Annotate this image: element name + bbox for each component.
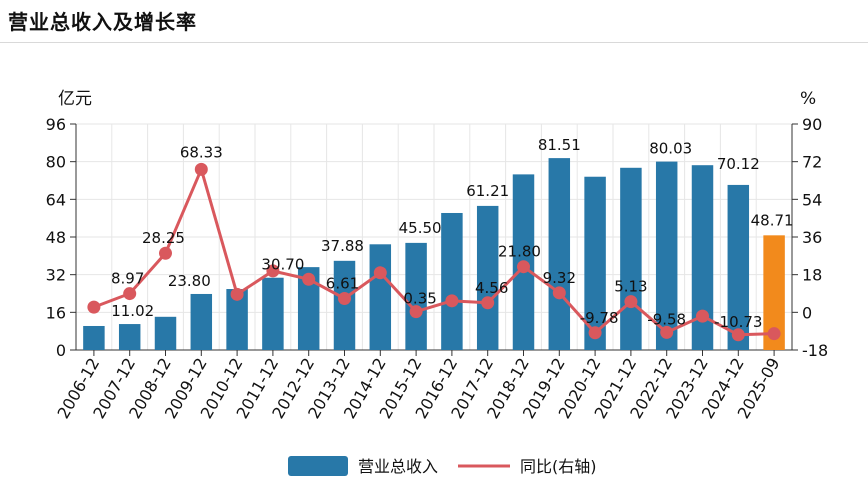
chart-header: 营业总收入及增长率 xyxy=(0,0,868,43)
data-label: 48.71 xyxy=(751,211,794,229)
data-label: 70.12 xyxy=(717,155,760,173)
data-label: 9.32 xyxy=(543,269,576,287)
growth-line xyxy=(93,167,775,337)
data-label: 37.88 xyxy=(321,237,364,255)
data-label: 0.35 xyxy=(403,290,436,308)
growth-point xyxy=(552,286,566,300)
data-label: 61.21 xyxy=(466,182,509,200)
revenue-bar xyxy=(154,316,177,350)
right-axis-tick-label: 54 xyxy=(802,190,822,209)
right-axis-tick-label: 90 xyxy=(802,115,822,134)
data-label: 8.97 xyxy=(111,270,144,288)
growth-point xyxy=(588,326,602,340)
growth-point xyxy=(338,292,351,306)
growth-point xyxy=(696,309,709,323)
data-label: 5.13 xyxy=(614,278,647,296)
data-label: 81.51 xyxy=(538,136,581,154)
data-label: 80.03 xyxy=(649,140,692,158)
left-axis-unit: 亿元 xyxy=(58,89,92,109)
revenue-bar xyxy=(655,161,678,350)
growth-point xyxy=(159,246,172,260)
data-label: 11.02 xyxy=(111,302,154,320)
growth-point xyxy=(624,295,638,309)
legend-bar-label: 营业总收入 xyxy=(358,457,438,476)
legend-bar-swatch xyxy=(288,456,348,476)
data-label: 23.80 xyxy=(168,272,211,290)
right-axis-tick-label: 0 xyxy=(802,303,812,322)
revenue-bar xyxy=(405,242,427,350)
left-axis-tick-label: 96 xyxy=(46,115,66,134)
data-label: 30.70 xyxy=(261,256,304,274)
left-axis-tick-label: 48 xyxy=(46,228,66,247)
revenue-bar xyxy=(226,289,248,350)
right-axis-tick-label: 36 xyxy=(802,228,822,247)
revenue-bar xyxy=(584,176,606,350)
revenue-bar xyxy=(620,167,642,350)
revenue-bar xyxy=(441,212,463,350)
data-label: 6.61 xyxy=(326,275,359,293)
growth-point xyxy=(266,264,280,278)
data-label: -10.73 xyxy=(714,313,762,331)
revenue-bar xyxy=(190,293,213,350)
left-axis-tick-label: 0 xyxy=(56,341,66,360)
data-label: -9.78 xyxy=(580,309,619,327)
growth-point xyxy=(302,272,316,286)
growth-point xyxy=(660,325,674,339)
data-label: 21.80 xyxy=(498,243,541,261)
data-label: 45.50 xyxy=(399,219,442,237)
revenue-bar xyxy=(333,260,356,350)
left-axis-tick-label: 16 xyxy=(46,303,66,322)
revenue-bar xyxy=(118,324,141,350)
revenue-bar xyxy=(369,244,392,350)
data-label: 4.56 xyxy=(475,279,508,297)
revenue-bar xyxy=(548,158,571,350)
growth-point xyxy=(194,162,208,176)
right-axis-tick-label: 72 xyxy=(802,153,822,172)
growth-point xyxy=(373,266,387,280)
left-axis-tick-label: 64 xyxy=(46,190,66,209)
data-label: 28.25 xyxy=(142,229,185,247)
revenue-bar xyxy=(763,235,785,350)
revenue-bar xyxy=(691,165,714,350)
left-axis-tick-label: 32 xyxy=(46,266,66,285)
growth-point xyxy=(409,305,423,319)
right-axis-unit: % xyxy=(800,89,816,109)
revenue-bar xyxy=(476,205,499,350)
right-axis-tick-label: 18 xyxy=(802,266,822,285)
right-axis-tick-label: -18 xyxy=(802,341,828,360)
legend-line-label: 同比(右轴) xyxy=(520,457,597,476)
left-axis-tick-label: 80 xyxy=(46,153,66,172)
revenue-bar xyxy=(262,277,284,350)
growth-point xyxy=(445,294,459,308)
growth-point xyxy=(731,328,745,342)
data-label: -9.58 xyxy=(647,310,686,328)
page-title: 营业总收入及增长率 xyxy=(8,10,197,34)
growth-point xyxy=(481,296,495,310)
growth-point xyxy=(87,300,101,314)
growth-point xyxy=(123,287,137,301)
growth-point xyxy=(767,327,781,341)
revenue-bar xyxy=(83,325,105,350)
growth-point xyxy=(517,260,530,274)
revenue-bar xyxy=(297,267,320,350)
growth-point xyxy=(230,287,244,301)
data-label: 68.33 xyxy=(180,143,223,161)
revenue-bar xyxy=(727,184,750,350)
